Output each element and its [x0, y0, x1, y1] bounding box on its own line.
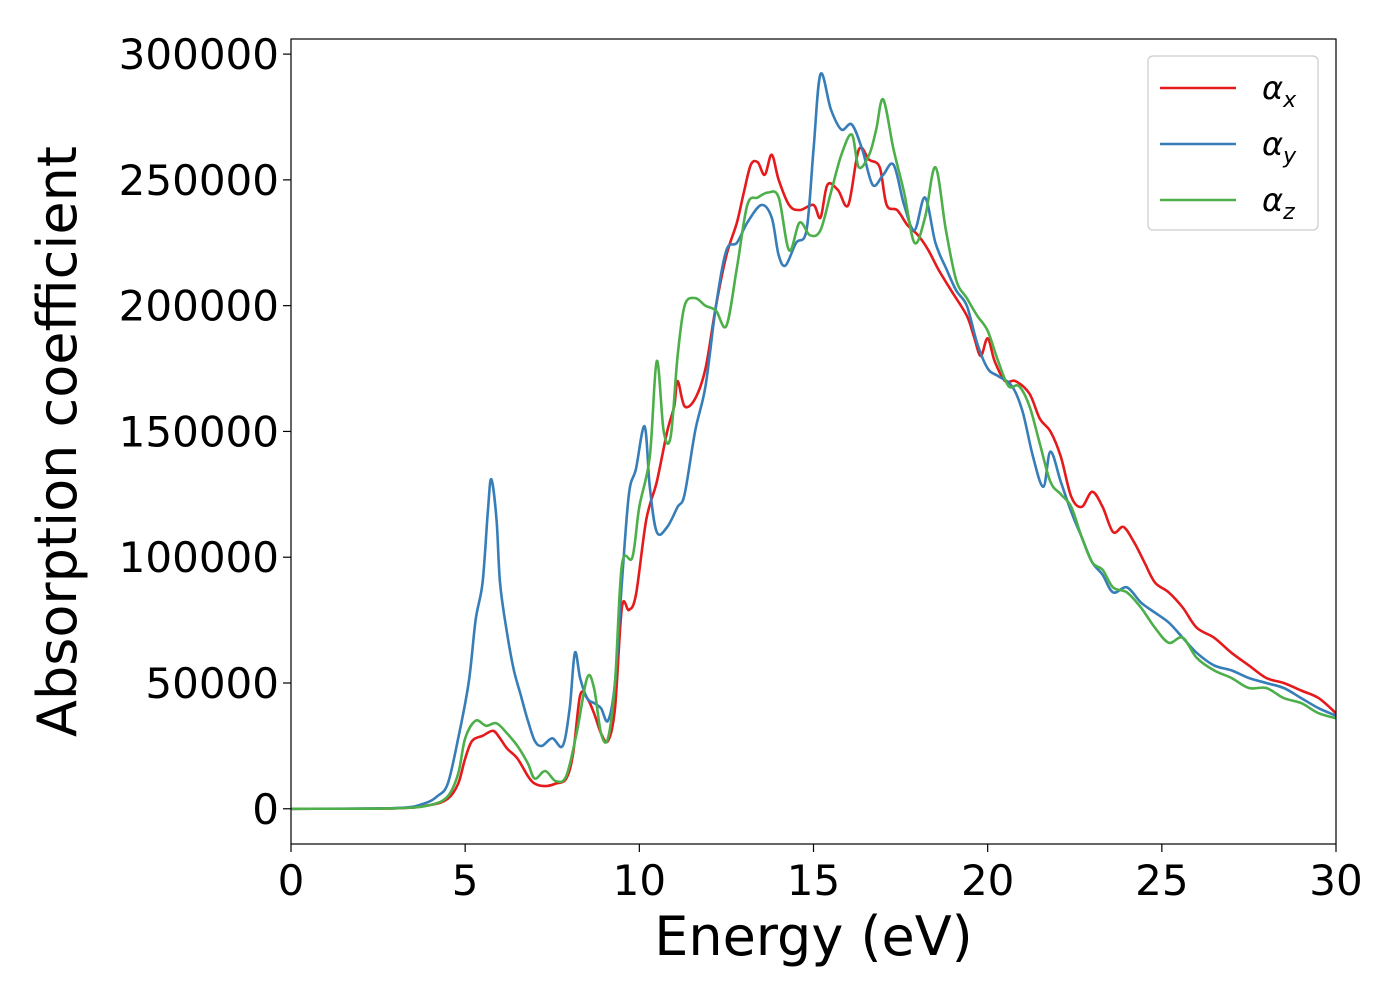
legend-label-z: αz — [1262, 181, 1295, 225]
x-axis-label: Energy (eV) — [654, 905, 973, 968]
y-tick-label: 50000 — [145, 659, 279, 708]
series-line-x — [291, 146, 1336, 811]
y-tick-label: 100000 — [119, 533, 279, 582]
y-tick-label: 300000 — [119, 30, 279, 79]
x-tick-label: 15 — [787, 856, 840, 905]
x-axis: 0 5 10 15 20 25 30 — [278, 844, 1363, 905]
legend-label-y: αy — [1262, 125, 1297, 169]
x-tick-label: 0 — [278, 856, 305, 905]
legend: αx αy αz — [1147, 55, 1319, 231]
y-axis: 0 50000 100000 150000 200000 250000 300000 — [119, 30, 291, 834]
series-line-z — [291, 98, 1336, 811]
y-tick-label: 250000 — [119, 156, 279, 205]
y-tick-label: 0 — [252, 785, 279, 834]
x-tick-label: 20 — [961, 856, 1014, 905]
x-tick-label: 25 — [1135, 856, 1188, 905]
series-layer — [291, 72, 1336, 811]
y-axis-label: Absorption coefficient — [26, 146, 89, 737]
x-tick-label: 5 — [452, 856, 479, 905]
x-tick-label: 30 — [1309, 856, 1362, 905]
x-tick-label: 10 — [613, 856, 666, 905]
y-tick-label: 200000 — [119, 282, 279, 331]
legend-label-x: αx — [1262, 69, 1297, 113]
y-tick-label: 150000 — [119, 407, 279, 456]
